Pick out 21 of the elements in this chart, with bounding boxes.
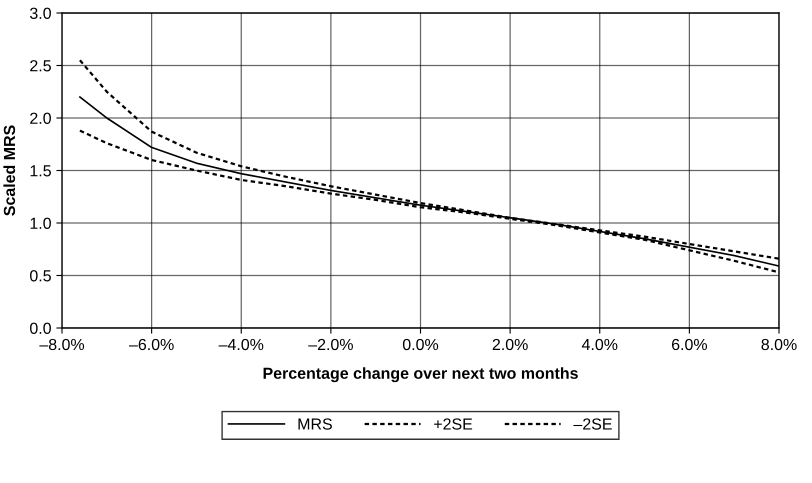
y-tick-label: 0.5 [30, 270, 51, 282]
y-tick-label: 3.0 [30, 8, 51, 19]
x-tick-label: 8.0% [761, 338, 797, 350]
x-tick-label: –8.0% [39, 338, 84, 350]
x-tick-label: 4.0% [582, 338, 618, 350]
y-axis-title: Scaled MRS [3, 125, 16, 216]
x-tick-label: –6.0% [128, 338, 174, 350]
y-tick-label: 1.5 [30, 165, 51, 176]
x-tick-label: 2.0% [492, 338, 528, 350]
legend-label: –2SE [573, 418, 612, 430]
legend-label: +2SE [434, 418, 472, 430]
y-tick-label: 1.0 [30, 218, 51, 229]
x-tick-label: –2.0% [308, 338, 353, 350]
x-tick-label: –4.0% [218, 338, 264, 350]
legend-label: MRS [298, 418, 332, 430]
y-tick-label: 2.0 [30, 112, 51, 124]
x-tick-label: 0.0% [402, 338, 438, 350]
x-tick-label: 6.0% [672, 338, 708, 350]
y-tick-label: 0.0 [30, 322, 51, 334]
y-tick-label: 2.5 [30, 60, 51, 72]
x-axis-title: Percentage change over next two months [264, 367, 578, 382]
